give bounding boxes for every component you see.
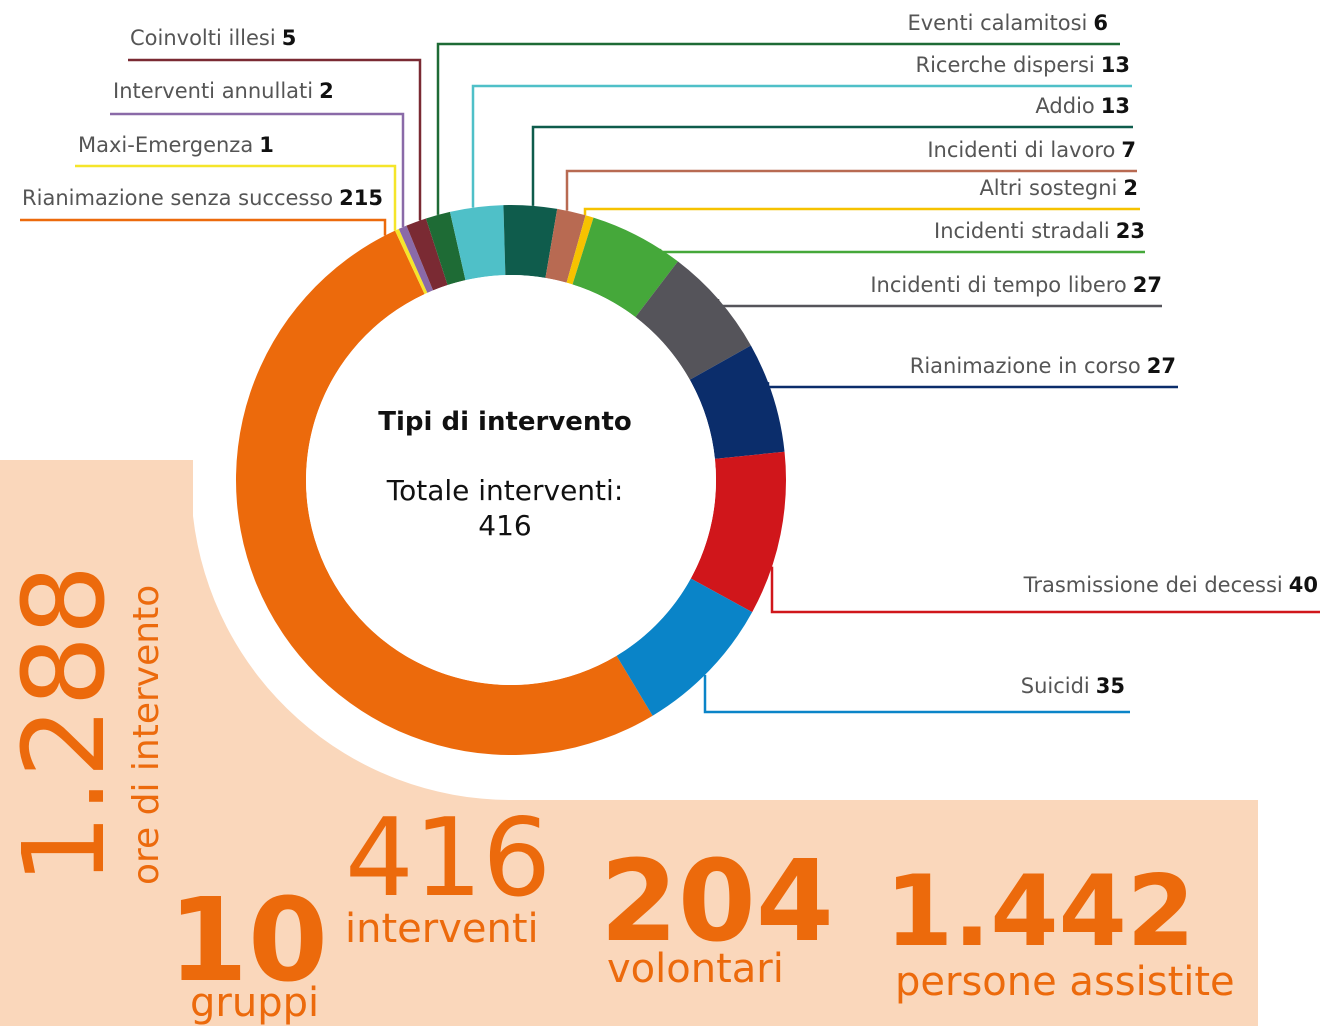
category-name: Rianimazione in corso — [910, 354, 1141, 378]
category-label: Incidenti di lavoro 7 — [927, 138, 1136, 162]
stat-value: 1.442 — [885, 855, 1195, 969]
category-value: 2 — [319, 79, 334, 103]
leader-line — [531, 125, 1133, 206]
stat-value: 10 — [168, 874, 328, 1008]
donut-slice — [635, 261, 751, 380]
stat-value: 204 — [600, 837, 834, 967]
category-value: 1 — [259, 133, 274, 157]
category-name: Trasmissione dei decessi — [1023, 573, 1283, 597]
category-name: Incidenti stradali — [934, 219, 1110, 243]
category-label: Interventi annullati 2 — [113, 79, 334, 103]
donut-slice — [566, 215, 594, 285]
category-label: Ricerche dispersi 13 — [915, 53, 1130, 77]
category-name: Maxi-Emergenza — [78, 133, 253, 157]
total-value: 416 — [478, 509, 531, 542]
leader-line — [770, 566, 1320, 614]
category-label: Trasmissione dei decessi 40 — [1023, 573, 1318, 597]
stats-panel — [0, 460, 1258, 1026]
leader-line — [436, 42, 1120, 215]
category-value: 2 — [1123, 176, 1138, 200]
leader-line — [766, 382, 1178, 389]
category-name: Addio — [1035, 94, 1094, 118]
donut-slice — [616, 578, 753, 716]
chart-title: Tipi di intervento — [378, 407, 632, 437]
category-value: 40 — [1289, 573, 1318, 597]
donut-slice — [545, 208, 586, 283]
category-label: Rianimazione in corso 27 — [910, 354, 1176, 378]
donut-slice — [449, 205, 506, 281]
category-label: Incidenti di tempo libero 27 — [870, 273, 1162, 297]
category-name: Suicidi — [1021, 674, 1090, 698]
stat-label: ore di intervento — [126, 585, 167, 885]
category-label: Altri sostegni 2 — [979, 176, 1138, 200]
leader-line — [703, 674, 1130, 714]
category-value: 13 — [1101, 53, 1130, 77]
category-label: Eventi calamitosi 6 — [907, 11, 1108, 35]
category-name: Rianimazione senza successo — [22, 186, 333, 210]
total-label: Totale interventi: — [386, 474, 624, 507]
leader-line — [716, 298, 1162, 308]
leader-line — [110, 112, 405, 228]
category-name: Coinvolti illesi — [130, 26, 276, 50]
category-value: 27 — [1147, 354, 1176, 378]
category-value: 35 — [1096, 674, 1125, 698]
category-label: Maxi-Emergenza 1 — [78, 133, 274, 157]
category-name: Incidenti di tempo libero — [870, 273, 1126, 297]
stat-label: persone assistite — [895, 959, 1235, 1005]
donut-slice — [425, 211, 466, 286]
category-value: 13 — [1101, 94, 1130, 118]
donut-slice — [503, 204, 558, 278]
donut-slice — [395, 228, 428, 295]
stat-value: 416 — [345, 796, 551, 921]
category-label: Rianimazione senza successo 215 — [22, 186, 383, 210]
category-name: Interventi annullati — [113, 79, 313, 103]
donut-slice — [572, 217, 678, 318]
category-label: Incidenti stradali 23 — [934, 219, 1145, 243]
leader-line — [471, 84, 1132, 208]
donut-hole — [306, 275, 716, 685]
donut-slice — [398, 225, 434, 293]
donut-slice — [690, 451, 786, 613]
category-value: 5 — [282, 26, 297, 50]
leader-line — [75, 164, 397, 231]
category-name: Incidenti di lavoro — [927, 138, 1115, 162]
category-value: 23 — [1116, 219, 1145, 243]
donut-slice — [689, 345, 785, 459]
category-value: 6 — [1093, 11, 1108, 35]
category-label: Suicidi 35 — [1021, 674, 1125, 698]
category-label: Addio 13 — [1035, 94, 1130, 118]
category-value: 215 — [339, 186, 383, 210]
stat-label: gruppi — [190, 980, 319, 1026]
category-value: 7 — [1121, 138, 1136, 162]
leader-line — [583, 207, 1140, 216]
category-value: 27 — [1133, 273, 1162, 297]
donut-slice — [235, 230, 653, 756]
stat-label: volontari — [607, 946, 784, 992]
category-name: Altri sostegni — [979, 176, 1117, 200]
category-name: Eventi calamitosi — [907, 11, 1087, 35]
stat-label: interventi — [345, 906, 539, 952]
donut-slice — [406, 218, 448, 291]
stat-value: 1.288 — [0, 564, 130, 885]
leader-line — [128, 58, 422, 221]
leader-line — [565, 169, 1137, 211]
category-label: Coinvolti illesi 5 — [130, 26, 296, 50]
leader-line — [658, 248, 1145, 254]
category-name: Ricerche dispersi — [915, 53, 1094, 77]
leader-line — [20, 218, 387, 236]
